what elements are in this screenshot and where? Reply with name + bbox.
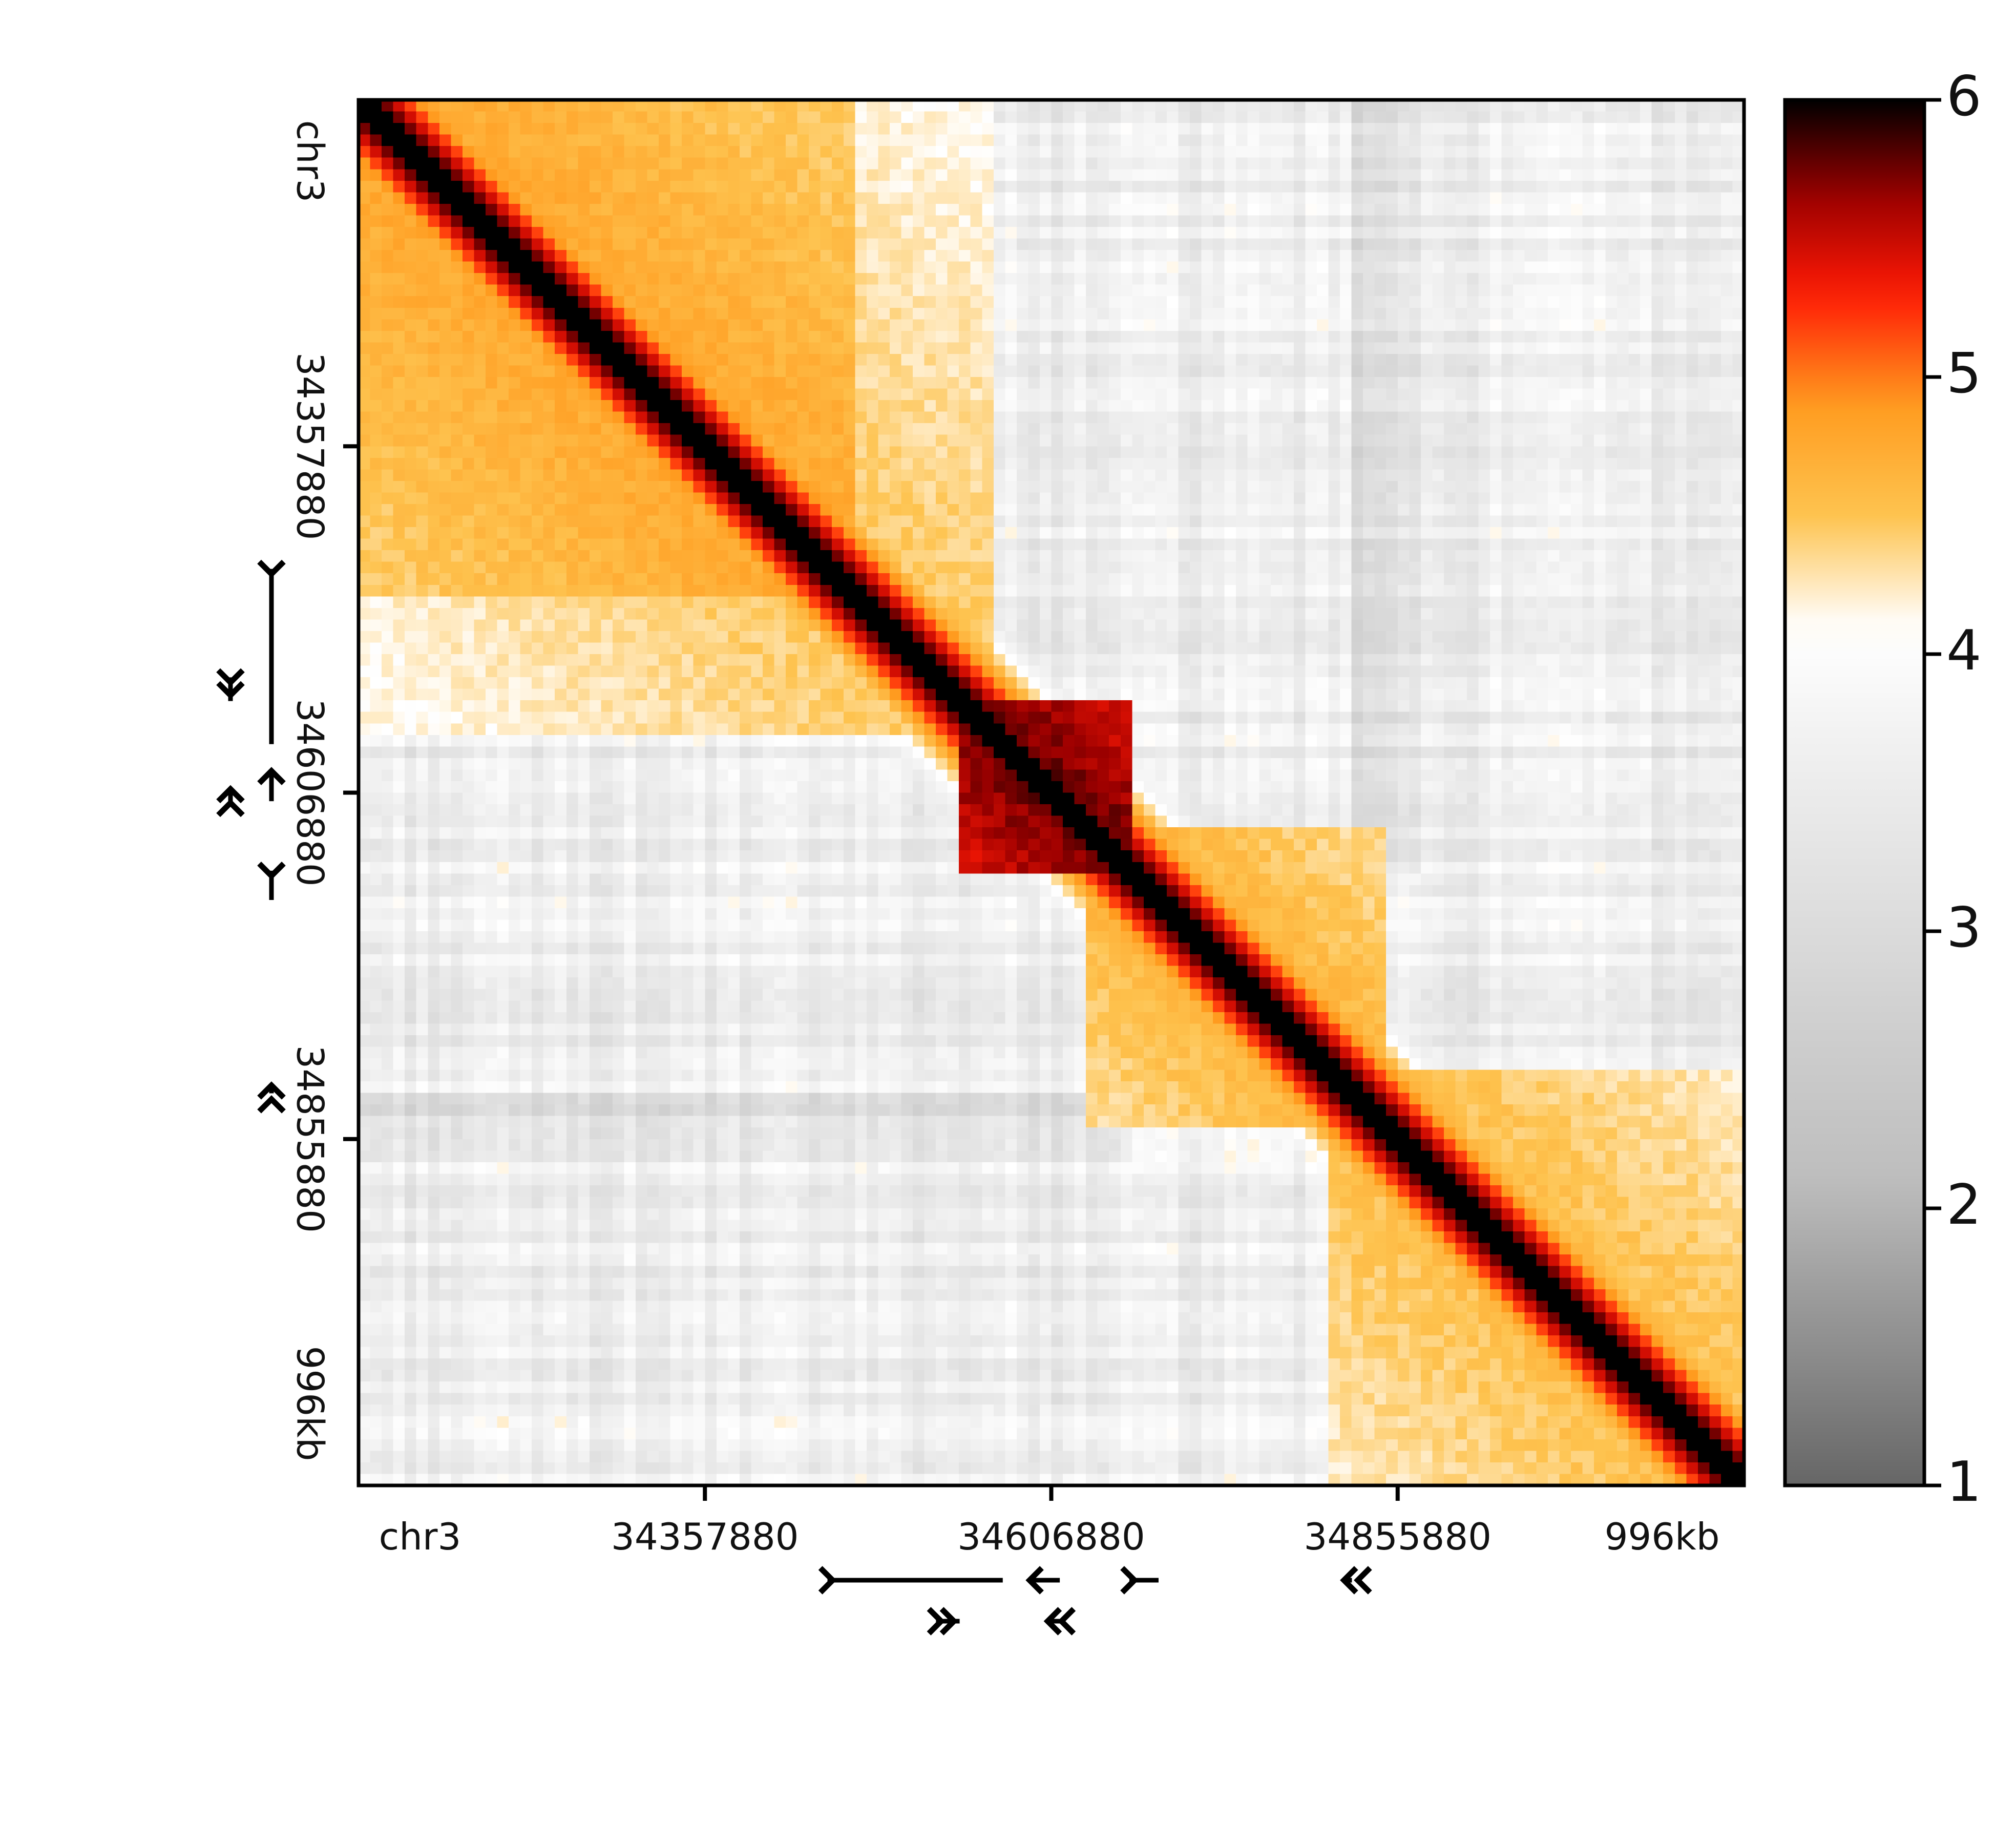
x-gene-strand-2	[1025, 1566, 1044, 1595]
y-gene-strand-2	[257, 767, 286, 785]
contact-matrix-heatmap	[359, 100, 1744, 1485]
y-tick-label-2: 34357880	[288, 352, 331, 540]
colorbar: 1 2 3 4 5 6	[1783, 65, 1982, 1514]
x-gene-strand-b-4	[1354, 1566, 1372, 1595]
x-axis: chr3 34357880 34606880 34855880 996kb	[379, 1485, 1720, 1558]
x-gene-track	[818, 1566, 1372, 1636]
heatmap-plot	[356, 98, 1746, 1487]
y-gene-strand-b-6	[216, 799, 245, 818]
y-gene-strand-5	[216, 668, 245, 687]
x-gene-strand-5	[927, 1607, 946, 1636]
colorbar-gradient	[1785, 100, 1924, 1485]
y-gene-strand-b-4	[257, 1095, 286, 1114]
colorbar-tick-label-1: 1	[1946, 1450, 1982, 1514]
colorbar-tick-label-4: 4	[1946, 619, 1982, 683]
x-gene-strand-1	[818, 1566, 837, 1595]
x-tick-label-2: 34357880	[611, 1515, 799, 1558]
colorbar-tick-label-6: 6	[1946, 65, 1982, 129]
y-gene-strand-3	[257, 862, 286, 880]
y-gene-strand-1	[257, 559, 286, 578]
x-tick-label-3: 34606880	[957, 1515, 1145, 1558]
x-gene-strand-6	[1043, 1607, 1062, 1636]
colorbar-ticks: 1 2 3 4 5 6	[1924, 65, 1982, 1514]
colorbar-frame	[1783, 98, 1926, 1487]
colorbar-tick-label-2: 2	[1946, 1173, 1982, 1237]
x-gene-strand-3	[1120, 1566, 1139, 1595]
colorbar-tick-label-5: 5	[1946, 342, 1982, 406]
x-tick-label-5: 996kb	[1605, 1515, 1720, 1558]
y-tick-label-4: 34855880	[288, 1045, 331, 1233]
y-tick-label-5: 996kb	[288, 1346, 331, 1461]
y-gene-strand-4	[257, 1081, 286, 1100]
x-gene-strand-b-6	[1057, 1607, 1076, 1636]
y-gene-strand-6	[216, 785, 245, 804]
y-axis: chr3 34357880 34606880 34855880 996kb	[288, 120, 359, 1461]
x-gene-strand-4	[1340, 1566, 1358, 1595]
x-tick-label-1: chr3	[379, 1515, 461, 1558]
colorbar-tick-label-3: 3	[1946, 896, 1982, 960]
x-gene-strand-b-5	[939, 1607, 958, 1636]
y-tick-label-3: 34606880	[288, 699, 331, 886]
y-gene-strand-b-5	[216, 681, 245, 700]
y-gene-track	[216, 559, 286, 1114]
x-tick-label-4: 34855880	[1304, 1515, 1492, 1558]
y-tick-label-1: chr3	[288, 120, 331, 203]
